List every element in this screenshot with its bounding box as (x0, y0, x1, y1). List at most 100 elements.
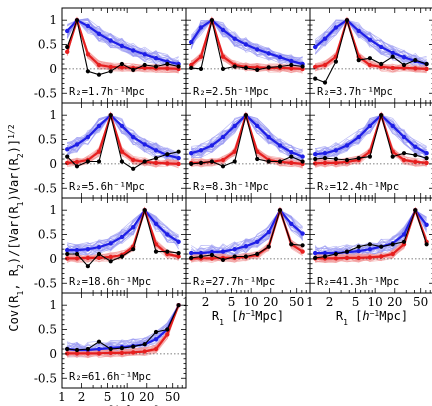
blue-point (333, 25, 339, 30)
blue-realisation-line (66, 19, 179, 62)
red-point (96, 62, 102, 68)
panel-label: R₂=2.5h⁻¹Mpc (193, 86, 269, 98)
black-point (401, 239, 407, 244)
black-point (232, 64, 237, 69)
blue-point (367, 123, 373, 129)
black-point (413, 153, 418, 158)
black-point (119, 254, 124, 259)
panel-plot-area (62, 111, 186, 171)
black-point (255, 67, 260, 72)
x-tick-label: 50 (165, 390, 180, 404)
blue-realisation-line (190, 114, 303, 165)
black-point (333, 251, 338, 257)
panel-plot-area (186, 206, 310, 263)
blue-point (96, 245, 102, 250)
blue-point (424, 222, 429, 227)
panel-2: R₂=2.5h⁻¹Mpc (185, 7, 311, 104)
red-point (176, 254, 181, 259)
blue-point (255, 239, 260, 244)
blue-point (142, 142, 147, 147)
x-tick-label: 1 (58, 390, 66, 404)
blue-point (189, 250, 194, 256)
red-point (96, 351, 102, 356)
panel-label: R₂=18.6h⁻¹Mpc (69, 276, 151, 288)
red-point (424, 66, 429, 72)
blue-point (198, 250, 204, 256)
black-point (189, 161, 194, 166)
blue-point (313, 152, 318, 157)
black-point (220, 257, 226, 262)
black-point (74, 164, 80, 169)
red-series-line (191, 111, 303, 165)
blue-point (131, 134, 136, 140)
red-point (401, 65, 407, 71)
blue-point (322, 250, 328, 256)
blue-point (96, 346, 102, 352)
red-point (289, 160, 294, 166)
panel-8: 1 2 5 10 20 50 R1 [h−1Mpc] R₂=27.7h⁻¹Mpc (182, 197, 311, 327)
blue-point (142, 52, 147, 57)
black-point (96, 339, 102, 344)
blue-point (322, 151, 328, 156)
blue-point (131, 225, 136, 230)
red-realisation-line (191, 114, 303, 165)
black-point (209, 18, 214, 23)
blue-point (401, 55, 407, 60)
blue-point (153, 56, 159, 61)
blue-point (189, 151, 194, 156)
red-point (367, 255, 373, 260)
red-point (333, 160, 339, 166)
blue-point (85, 134, 91, 140)
blue-realisation-line (191, 114, 303, 165)
x-axis-title: R1 [h−1Mpc] (88, 404, 160, 406)
panel-plot-area (186, 111, 310, 169)
blue-point (198, 148, 204, 153)
red-point (322, 160, 328, 166)
red-point (198, 54, 204, 59)
blue-point (153, 337, 159, 342)
blue-point (322, 36, 328, 41)
panel-6: R₂=12.4h⁻¹Mpc (309, 102, 432, 199)
black-point (390, 54, 395, 59)
blue-point (119, 234, 125, 240)
blue-point (266, 229, 271, 235)
panel-4: -0.5 0 0.5 1 R₂=5.6h⁻¹Mpc (34, 102, 187, 199)
x-tick-label: 20 (387, 295, 402, 309)
y-tick-label: 1 (49, 108, 57, 122)
y-tick-label: 1 (49, 13, 57, 27)
black-point (300, 159, 305, 164)
x-tick-label: 10 (120, 390, 135, 404)
y-tick-label: -0.5 (34, 181, 57, 195)
blue-point (119, 123, 125, 129)
blue-point (289, 221, 294, 226)
red-point (108, 64, 113, 70)
black-point (85, 69, 90, 74)
x-tick-label: 5 (104, 390, 112, 404)
red-point (74, 256, 80, 261)
black-point (198, 254, 204, 259)
x-tick-label: 10 (368, 295, 383, 309)
red-point (85, 52, 91, 57)
red-point (165, 161, 170, 166)
black-point (266, 159, 271, 164)
black-point (401, 62, 407, 68)
blue-point (108, 38, 113, 43)
y-tick-label: 0 (49, 62, 57, 76)
black-point (424, 156, 429, 161)
red-point (96, 149, 102, 154)
panel-3: R₂=3.7h⁻¹Mpc (309, 7, 432, 104)
black-point (119, 159, 124, 164)
panel-label: R₂=1.7h⁻¹Mpc (69, 86, 145, 98)
blue-point (165, 232, 170, 237)
red-point (142, 349, 147, 354)
red-point (313, 161, 318, 166)
blue-point (131, 48, 136, 53)
red-point (424, 160, 429, 166)
red-point (119, 149, 125, 154)
panel-plot-area (186, 16, 310, 74)
y-tick-label: 1 (49, 298, 57, 312)
black-point (232, 159, 237, 164)
red-point (344, 255, 350, 261)
red-point (131, 350, 136, 355)
